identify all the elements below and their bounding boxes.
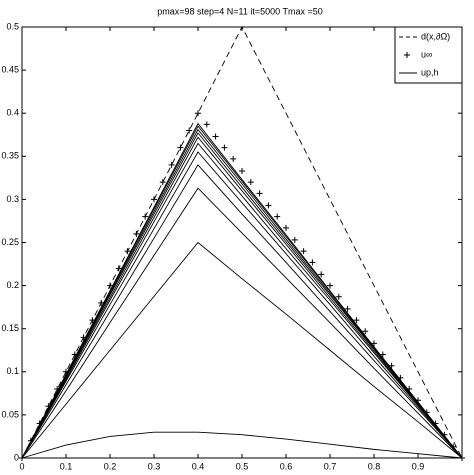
series-line (21, 26, 463, 459)
plus-marker (151, 196, 157, 203)
plus-marker (362, 328, 369, 335)
plus-marker (309, 259, 316, 266)
series-line (21, 151, 463, 459)
y-tick-label: 0.1 (6, 366, 19, 376)
series-line (21, 122, 463, 459)
y-tick-label: 0.15 (1, 323, 19, 333)
x-tick-label: 0.8 (368, 461, 381, 471)
series-line (21, 241, 463, 459)
plus-marker (133, 230, 140, 237)
plus-marker (371, 340, 377, 347)
plus-marker (115, 265, 122, 272)
chart-title: pmax=98 step=4 N=11 it=5000 Tmax =50 (157, 6, 323, 16)
plus-marker (124, 248, 131, 255)
y-tick-label: 0.05 (1, 409, 19, 419)
plus-marker (327, 282, 333, 289)
series-line (21, 128, 463, 459)
x-tick-label: 0.4 (192, 461, 205, 471)
plus-marker (379, 351, 386, 358)
plus-marker (177, 144, 184, 151)
legend-label: up,h (421, 67, 439, 77)
plus-marker (335, 293, 342, 300)
y-tick-label: 0.5 (6, 21, 19, 31)
legend-swatch (404, 52, 410, 58)
plus-marker (265, 202, 272, 209)
plus-marker (142, 213, 149, 220)
legend-label: u∞ (421, 49, 432, 59)
plus-marker (318, 271, 325, 278)
series-line (21, 125, 463, 459)
x-tick-label: 0.2 (104, 461, 117, 471)
plus-marker (256, 190, 263, 197)
x-tick-label: 0.5 (236, 461, 249, 471)
plot-frame (21, 26, 463, 459)
x-tick-label: 0.3 (148, 461, 161, 471)
plus-marker (107, 282, 113, 289)
plus-marker (344, 305, 351, 312)
plus-marker (195, 110, 201, 117)
plus-marker (203, 121, 210, 128)
plus-marker (283, 224, 289, 231)
plus-marker (168, 161, 175, 168)
y-tick-label: 0.3 (6, 194, 19, 204)
plus-marker (186, 127, 193, 134)
plus-marker (212, 133, 219, 140)
y-tick-label: 0.25 (1, 237, 19, 247)
plus-marker (300, 248, 307, 255)
plus-marker (353, 317, 360, 324)
series-line (21, 431, 463, 459)
plus-marker (230, 155, 237, 162)
plus-marker (239, 167, 245, 174)
y-tick-label: 0.4 (6, 108, 19, 118)
x-tick-label: 0.7 (324, 461, 337, 471)
series-line (21, 132, 463, 459)
plus-marker (247, 179, 254, 186)
series-line (21, 164, 463, 459)
plus-marker (221, 144, 228, 151)
series-line (21, 142, 463, 459)
x-tick-label: 0.1 (60, 461, 73, 471)
y-tick-label: 0 (14, 452, 19, 462)
series-line (21, 136, 463, 459)
x-tick-label: 0 (19, 461, 24, 471)
plus-marker (291, 236, 298, 243)
plus-marker (159, 179, 166, 186)
y-tick-label: 0.35 (1, 151, 19, 161)
legend-label: d(x,∂Ω) (421, 31, 450, 41)
plus-marker (274, 213, 281, 220)
y-tick-label: 0.2 (6, 280, 19, 290)
y-tick-label: 0.45 (1, 64, 19, 74)
x-tick-label: 0.9 (412, 461, 425, 471)
x-tick-label: 0.6 (280, 461, 293, 471)
series-line (21, 187, 463, 459)
